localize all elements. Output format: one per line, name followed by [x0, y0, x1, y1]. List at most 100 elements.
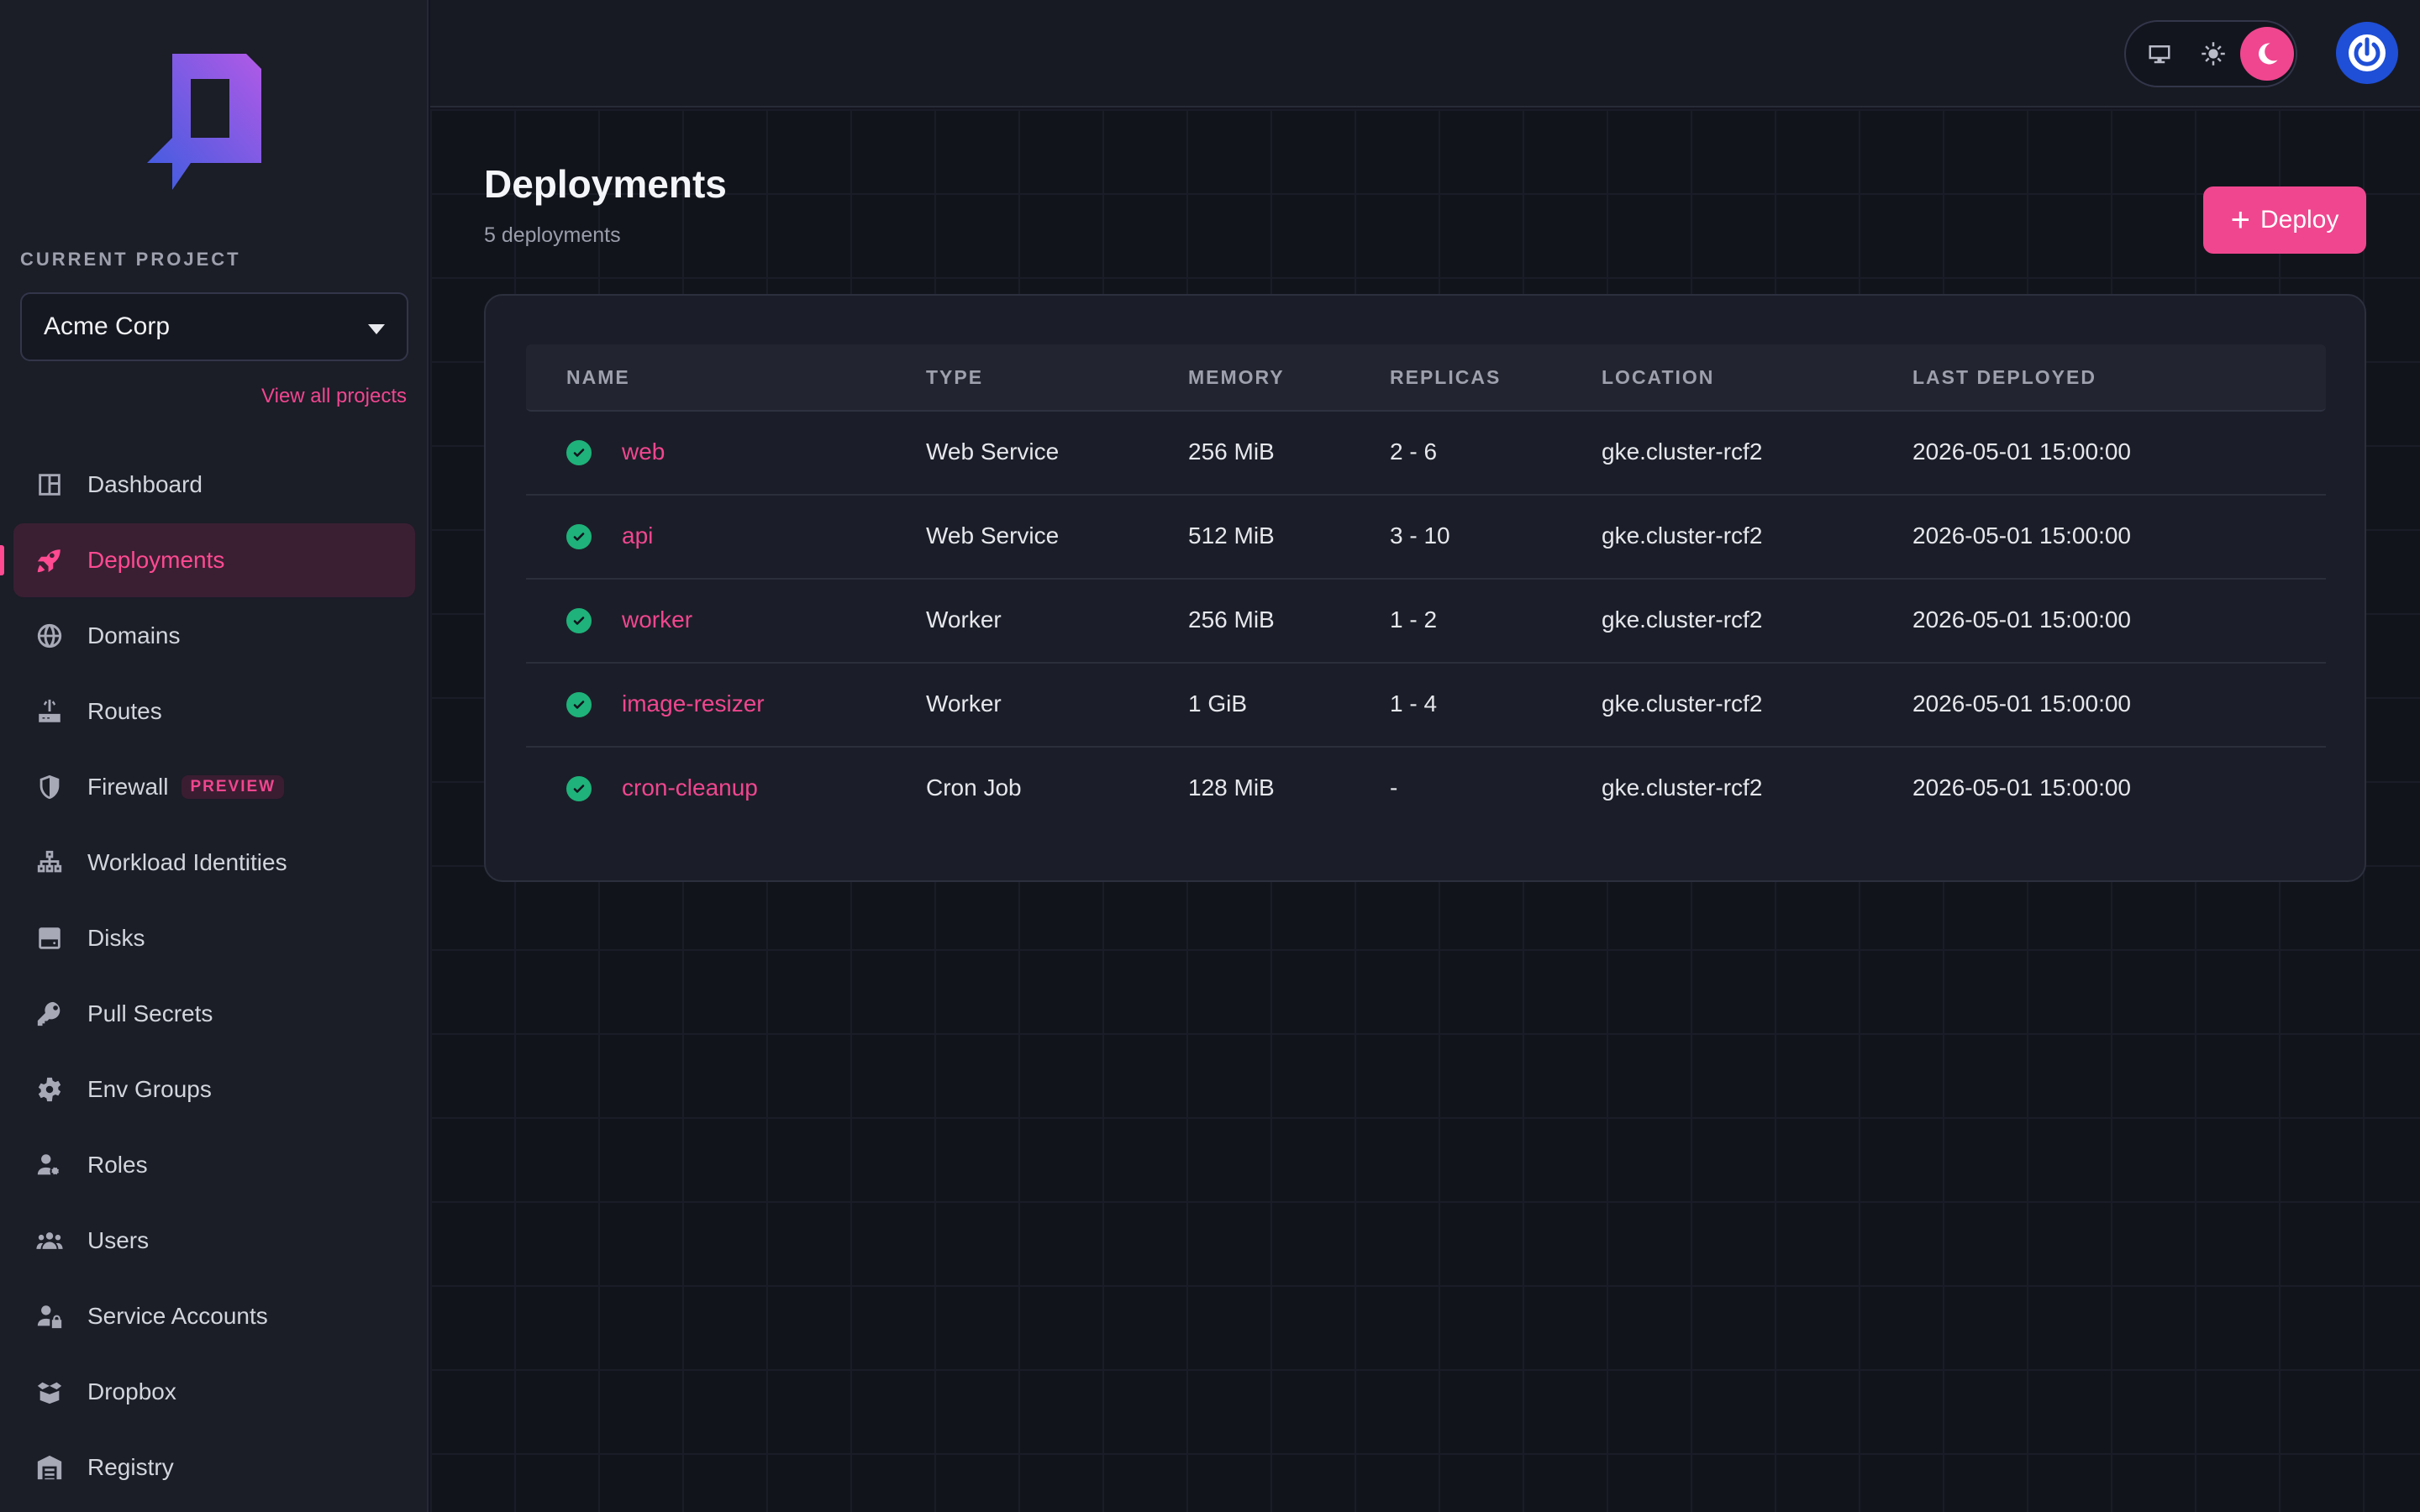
deployment-replicas: 3 - 10 — [1390, 522, 1450, 549]
deployment-name-link[interactable]: api — [622, 522, 654, 549]
sidebar-item-env-groups[interactable]: Env Groups — [13, 1053, 415, 1126]
page-title: Deployments — [484, 162, 727, 206]
deployment-replicas: 1 - 2 — [1390, 606, 1438, 633]
rocket-icon — [35, 546, 64, 575]
users-icon — [35, 1226, 64, 1255]
user-lock-icon — [35, 1302, 64, 1331]
deployment-type: Web Service — [926, 438, 1060, 465]
column-header-type[interactable]: TYPE — [926, 366, 984, 388]
sidebar-item-label: Firewall — [87, 774, 169, 800]
deployment-location: gke.cluster-rcf2 — [1602, 690, 1763, 717]
sidebar-item-deployments[interactable]: Deployments — [0, 523, 415, 597]
sidebar-item-routes[interactable]: Routes — [13, 675, 415, 748]
shield-icon — [35, 773, 64, 801]
sidebar-item-domains[interactable]: Domains — [13, 599, 415, 673]
sidebar-item-service-accounts[interactable]: Service Accounts — [13, 1279, 415, 1353]
deployment-memory: 1 GiB — [1188, 690, 1248, 717]
deployment-last-deployed: 2026-05-01 15:00:00 — [1912, 690, 2131, 717]
deployment-type: Worker — [926, 606, 1002, 633]
sidebar-item-workload-identities[interactable]: Workload Identities — [13, 826, 415, 900]
sidebar-item-label: Domains — [87, 622, 181, 648]
deployment-location: gke.cluster-rcf2 — [1602, 438, 1763, 465]
deploy-button[interactable]: + Deploy — [2203, 186, 2366, 254]
deployment-name-link[interactable]: cron-cleanup — [622, 774, 758, 801]
deployment-memory: 256 MiB — [1188, 438, 1275, 465]
deployment-last-deployed: 2026-05-01 15:00:00 — [1912, 774, 2131, 801]
view-all-projects-link[interactable]: View all projects — [261, 385, 407, 407]
sidebar-item-label: Env Groups — [87, 1076, 212, 1102]
deployment-last-deployed: 2026-05-01 15:00:00 — [1912, 438, 2131, 465]
table-row[interactable]: cron-cleanup Cron Job 128 MiB - gke.clus… — [526, 748, 2326, 832]
table-row[interactable]: web Web Service 256 MiB 2 - 6 gke.cluste… — [526, 412, 2326, 496]
sidebar: CURRENT PROJECT Acme Corp View all proje… — [0, 0, 429, 1512]
table-header: NAME TYPE MEMORY REPLICAS LOCATION LAST … — [526, 344, 2326, 412]
sidebar-item-registry[interactable]: Registry — [13, 1431, 415, 1504]
deployment-name-link[interactable]: web — [622, 438, 666, 465]
dashboard-icon — [35, 470, 64, 499]
sidebar-item-label: Disks — [87, 925, 145, 951]
key-icon — [35, 1000, 64, 1028]
disk-icon — [35, 924, 64, 953]
deployment-memory: 256 MiB — [1188, 606, 1275, 633]
deployment-name-link[interactable]: image-resizer — [622, 690, 765, 717]
deployment-count: 5 deployments — [484, 223, 621, 247]
deployment-memory: 512 MiB — [1188, 522, 1275, 549]
user-menu-button[interactable] — [2336, 22, 2398, 84]
deployment-last-deployed: 2026-05-01 15:00:00 — [1912, 522, 2131, 549]
box-open-icon — [35, 1378, 64, 1406]
moon-icon[interactable] — [2240, 27, 2294, 81]
success-status-icon — [566, 608, 592, 633]
deployment-replicas: 2 - 6 — [1390, 438, 1438, 465]
table-row[interactable]: image-resizer Worker 1 GiB 1 - 4 gke.clu… — [526, 664, 2326, 748]
success-status-icon — [566, 524, 592, 549]
sidebar-item-dropbox[interactable]: Dropbox — [13, 1355, 415, 1429]
deployment-replicas: 1 - 4 — [1390, 690, 1438, 717]
deploy-button-label: Deploy — [2260, 206, 2339, 234]
sidebar-item-disks[interactable]: Disks — [13, 901, 415, 975]
router-icon — [35, 697, 64, 726]
table-row[interactable]: worker Worker 256 MiB 1 - 2 gke.cluster-… — [526, 580, 2326, 664]
column-header-last-deployed[interactable]: LAST DEPLOYED — [1912, 366, 2096, 388]
sidebar-item-label: Registry — [87, 1454, 174, 1480]
success-status-icon — [566, 692, 592, 717]
desktop-icon[interactable] — [2133, 27, 2186, 81]
globe-icon — [35, 622, 64, 650]
deployment-location: gke.cluster-rcf2 — [1602, 522, 1763, 549]
column-header-memory[interactable]: MEMORY — [1188, 366, 1285, 388]
preview-badge: PREVIEW — [182, 775, 285, 799]
column-header-name[interactable]: NAME — [566, 366, 630, 388]
app-logo[interactable] — [147, 54, 261, 190]
table-row[interactable]: api Web Service 512 MiB 3 - 10 gke.clust… — [526, 496, 2326, 580]
deployment-location: gke.cluster-rcf2 — [1602, 606, 1763, 633]
sidebar-item-label: Pull Secrets — [87, 1000, 213, 1026]
deployments-table: NAME TYPE MEMORY REPLICAS LOCATION LAST … — [526, 344, 2326, 832]
deployment-memory: 128 MiB — [1188, 774, 1275, 801]
sidebar-item-pull-secrets[interactable]: Pull Secrets — [13, 977, 415, 1051]
project-select-value: Acme Corp — [44, 312, 171, 340]
deployments-card: NAME TYPE MEMORY REPLICAS LOCATION LAST … — [484, 294, 2366, 882]
column-header-replicas[interactable]: REPLICAS — [1390, 366, 1502, 388]
project-select[interactable]: Acme Corp — [20, 292, 408, 361]
sidebar-item-users[interactable]: Users — [13, 1204, 415, 1278]
deployment-replicas: - — [1390, 774, 1398, 801]
current-project-label: CURRENT PROJECT — [20, 249, 241, 270]
sidebar-item-roles[interactable]: Roles — [13, 1128, 415, 1202]
sidebar-item-label: Routes — [87, 698, 162, 724]
deployment-type: Cron Job — [926, 774, 1022, 801]
sun-icon[interactable] — [2186, 27, 2240, 81]
caret-down-icon — [368, 324, 385, 334]
deployment-location: gke.cluster-rcf2 — [1602, 774, 1763, 801]
sidebar-item-label: Service Accounts — [87, 1303, 268, 1329]
warehouse-icon — [35, 1453, 64, 1482]
deployment-name-link[interactable]: worker — [622, 606, 693, 633]
sidebar-item-firewall[interactable]: Firewall PREVIEW — [13, 750, 415, 824]
sidebar-item-label: Deployments — [87, 547, 225, 573]
sidebar-nav: Dashboard Deployments Domains Routes Fir… — [0, 448, 415, 1506]
sidebar-item-dashboard[interactable]: Dashboard — [13, 448, 415, 522]
theme-switcher — [2124, 20, 2297, 87]
plus-icon: + — [2230, 202, 2250, 239]
power-icon — [2349, 34, 2386, 71]
sidebar-item-label: Workload Identities — [87, 849, 287, 875]
column-header-location[interactable]: LOCATION — [1602, 366, 1715, 388]
success-status-icon — [566, 440, 592, 465]
